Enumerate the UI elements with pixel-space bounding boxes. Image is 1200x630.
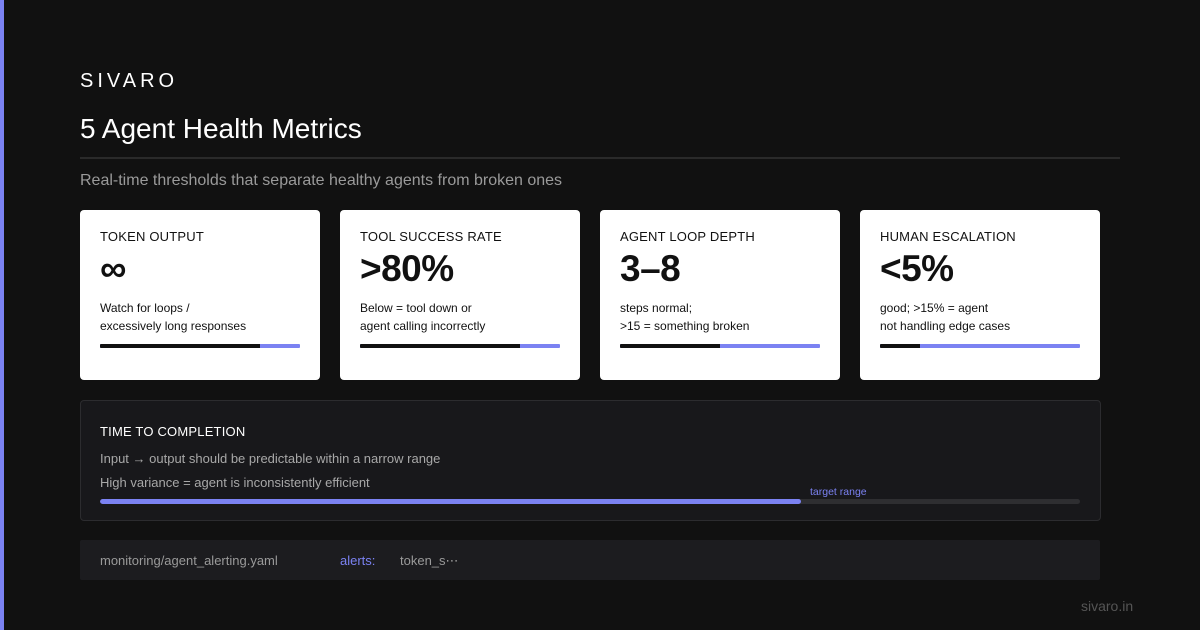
metric-card-token-output: TOKEN OUTPUT ∞ Watch for loops / excessi… [80,210,320,380]
metric-description-line: Below = tool down or [360,301,472,315]
metric-label: AGENT LOOP DEPTH [620,229,755,244]
metric-label: TOKEN OUTPUT [100,229,205,244]
metric-card-tool-success-rate: TOOL SUCCESS RATE >80% Below = tool down… [340,210,580,380]
completion-range-track [100,499,1080,504]
metric-value: ∞ [100,248,126,289]
metric-description: good; >15% = agent not handling edge cas… [880,299,1080,335]
metric-meter-fill [360,344,520,348]
code-snippet-strip: monitoring/agent_alerting.yaml alerts: t… [80,540,1100,580]
page-title: 5 Agent Health Metrics [80,113,362,144]
metric-description-line: excessively long responses [100,319,247,333]
metric-description: Below = tool down or agent calling incor… [360,299,560,335]
metric-card-agent-loop-depth: AGENT LOOP DEPTH 3–8 steps normal; >15 =… [600,210,840,380]
metric-description-line: steps normal; [620,301,693,315]
metric-label: TOOL SUCCESS RATE [360,229,502,244]
metric-description-line: agent calling incorrectly [360,319,486,333]
panel-description-line: Input → output should be predictable wit… [100,451,441,466]
metric-value: 3–8 [620,248,681,289]
metric-description: steps normal; >15 = something broken [620,299,820,335]
metric-meter-fill [620,344,720,348]
metric-cards: TOKEN OUTPUT ∞ Watch for loops / excessi… [80,210,1100,380]
metric-description-line: good; >15% = agent [880,301,989,315]
footer-url: sivaro.in [1081,598,1134,614]
metric-label: HUMAN ESCALATION [880,229,1016,244]
brand-logo: SIVARO [80,70,179,92]
metric-meter-fill [100,344,260,348]
code-key: alerts: [340,553,376,568]
accent-bar [0,0,4,630]
panel-description-line: High variance = agent is inconsistently … [100,475,370,490]
code-file-path: monitoring/agent_alerting.yaml [100,553,278,568]
metric-meter [360,344,560,348]
metric-description-line: >15 = something broken [620,319,750,333]
metric-meter [620,344,820,348]
metric-value: >80% [360,248,454,289]
metric-value: <5% [880,248,954,289]
divider [80,157,1120,159]
metric-meter [100,344,300,348]
metric-meter-fill [880,344,920,348]
metric-description-line: Watch for loops / [100,301,190,315]
code-value: token_s⋯ [400,553,459,568]
metric-description: Watch for loops / excessively long respo… [100,299,300,335]
target-range-label: target range [810,486,867,498]
time-to-completion-panel: TIME TO COMPLETION Input → output should… [80,400,1101,521]
panel-label: TIME TO COMPLETION [100,424,246,439]
metric-description-line: not handling edge cases [880,319,1011,333]
completion-range-fill [100,499,801,504]
metric-card-human-escalation: HUMAN ESCALATION <5% good; >15% = agent … [860,210,1100,380]
page-subtitle: Real-time thresholds that separate healt… [80,172,563,189]
metric-meter [880,344,1080,348]
